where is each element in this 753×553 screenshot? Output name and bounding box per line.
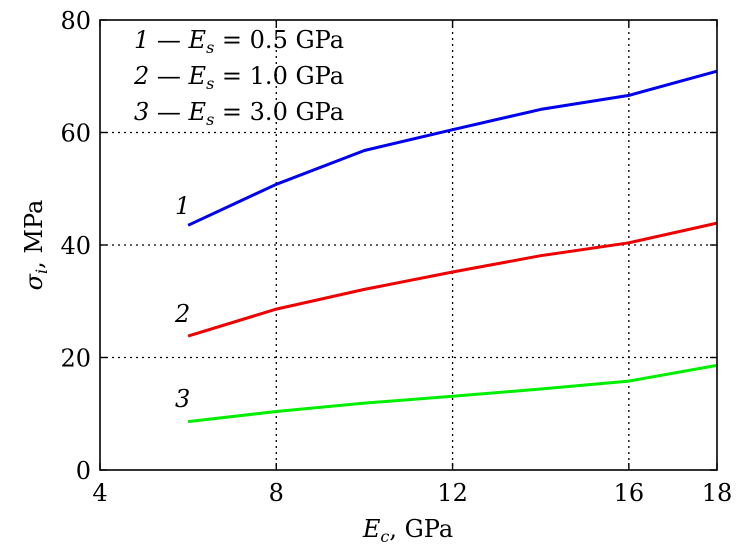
legend-entry-2: 2 — Es = 1.0 GPa (133, 62, 344, 93)
x-tick-label-18: 18 (702, 479, 733, 507)
x-axis-title: Ec, GPa (362, 515, 453, 546)
y-tick-label-80: 80 (60, 7, 91, 35)
legend: 1 — Es = 0.5 GPa 2 — Es = 1.0 GPa 3 — Es… (133, 26, 344, 129)
x-tick-label-12: 12 (437, 479, 468, 507)
x-tick-label-8: 8 (269, 479, 284, 507)
y-tick-label-60: 60 (60, 120, 91, 148)
series-lines (187, 69, 718, 424)
legend-entry-3: 3 — Es = 3.0 GPa (134, 98, 344, 129)
x-tick-label-16: 16 (614, 479, 645, 507)
y-tick-label-40: 40 (60, 232, 91, 260)
legend-entry-1: 1 — Es = 0.5 GPa (134, 26, 344, 57)
series-line-1 (187, 69, 718, 227)
grid (100, 20, 717, 470)
y-axis-title: σi, MPa (20, 200, 51, 291)
x-tick-label-4: 4 (92, 479, 107, 507)
series-line-2 (187, 221, 718, 338)
curve-label-2: 2 (174, 300, 190, 328)
curve-label-3: 3 (175, 385, 190, 413)
curve-label-1: 1 (175, 192, 190, 220)
y-tick-label-20: 20 (60, 345, 91, 373)
y-tick-label-0: 0 (76, 457, 91, 485)
series-line-3 (187, 363, 718, 424)
